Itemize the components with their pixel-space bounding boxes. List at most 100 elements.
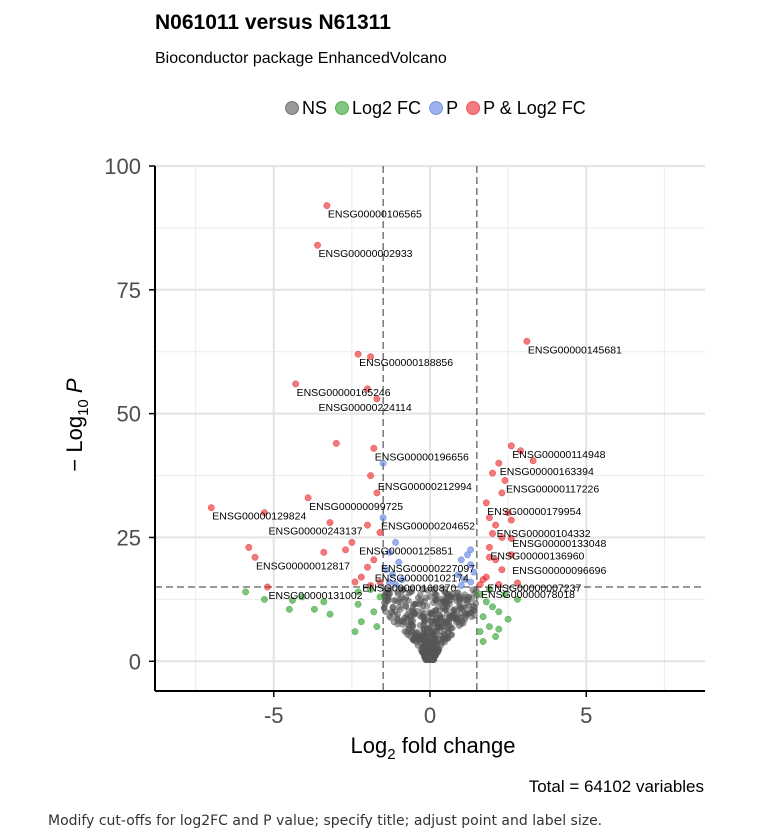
point-p	[392, 538, 400, 546]
gene-labels: ENSG00000106565 ENSG00000002933 ENSG000001…	[212, 209, 622, 602]
point-ns	[402, 594, 410, 601]
cutoff-lines	[155, 166, 705, 691]
point-p	[379, 459, 387, 467]
point-p-log2-fc	[376, 529, 384, 536]
gene-label: ENSG00000179954	[487, 506, 581, 518]
point-p-log2-fc	[351, 578, 359, 586]
point-log2-fc	[514, 595, 521, 603]
point-p-log2-fc	[364, 521, 371, 529]
point-p	[467, 546, 475, 554]
point-p-log2-fc	[320, 548, 328, 556]
gene-label: ENSG00000117226	[506, 484, 599, 496]
point-log2-fc	[310, 605, 318, 613]
y-tick-label: 100	[104, 154, 141, 179]
point-log2-fc	[501, 590, 509, 598]
gene-label: ENSG00000133048	[512, 538, 606, 550]
point-log2-fc	[373, 623, 381, 631]
point-p-log2-fc	[264, 583, 271, 591]
point-log2-fc	[476, 628, 484, 636]
point-ns	[435, 621, 443, 628]
tick-labels: 0 25 50 75 100 -5 0 5	[104, 154, 592, 728]
point-p-log2-fc	[354, 350, 362, 358]
point-log2-fc	[479, 613, 487, 621]
legend-p-label: P	[446, 98, 458, 118]
point-p-log2-fc	[507, 442, 515, 450]
point-ns	[430, 636, 438, 643]
figure-caption: Modify cut-offs for log2FC and P value; …	[48, 813, 603, 829]
point-ns	[437, 600, 445, 607]
point-p	[464, 551, 471, 559]
point-ns	[459, 593, 467, 601]
legend-log2-fc-label: Log2 FC	[352, 98, 421, 118]
point-ns	[460, 603, 467, 610]
point-p-log2-fc	[529, 457, 537, 465]
point-p-log2-fc	[507, 535, 515, 542]
gene-label: ENSG00000129824	[212, 511, 306, 523]
point-log2-fc	[492, 633, 500, 640]
point-ns	[394, 590, 402, 598]
point-p-log2-fc	[251, 553, 259, 561]
point-log2-fc	[504, 615, 512, 623]
point-log2-fc	[354, 588, 362, 596]
point-ns	[457, 609, 465, 617]
point-p-log2-fc	[304, 494, 312, 502]
point-p	[398, 576, 406, 584]
point-ns	[452, 615, 460, 622]
point-p-log2-fc	[498, 566, 506, 574]
point-ns	[444, 635, 452, 642]
point-log2-fc	[489, 603, 496, 611]
point-ns	[447, 625, 455, 632]
point-p	[454, 571, 462, 579]
point-p-log2-fc	[501, 477, 509, 484]
gene-label: ENSG00000204652	[381, 521, 475, 533]
point-p-log2-fc	[504, 509, 512, 517]
point-ns	[427, 610, 435, 618]
point-ns	[424, 587, 432, 594]
point-p	[395, 558, 403, 566]
point-ns	[442, 589, 449, 597]
point-p-log2-fc	[376, 578, 384, 586]
point-log2-fc	[242, 588, 250, 596]
point-ns	[430, 586, 438, 593]
point-log2-fc	[326, 610, 334, 618]
point-p-log2-fc	[523, 337, 531, 345]
point-log2-fc	[367, 586, 375, 593]
data-points	[207, 202, 537, 664]
point-ns	[423, 653, 431, 660]
legend-ns-label: NS	[302, 98, 327, 118]
x-axis-label: Log2 fold change	[351, 733, 516, 763]
point-p-log2-fc	[514, 579, 521, 587]
grid	[155, 164, 705, 691]
point-p-log2-fc	[314, 241, 321, 249]
point-p-log2-fc	[507, 551, 515, 559]
legend-p-log2-fc-label: P & Log2 FC	[483, 98, 586, 118]
point-ns	[442, 617, 449, 625]
point-ns	[384, 597, 392, 604]
point-ns	[468, 613, 475, 621]
point-p-log2-fc	[370, 556, 378, 564]
point-p-log2-fc	[517, 447, 525, 455]
gene-label: ENSG00000163394	[500, 466, 594, 478]
point-ns	[432, 606, 440, 614]
legend-ns-swatch	[285, 101, 299, 115]
gene-label: ENSG00000007237	[487, 583, 581, 595]
point-ns	[394, 620, 402, 628]
point-ns	[437, 632, 444, 640]
axes	[149, 165, 705, 697]
gene-label: ENSG00000188856	[359, 357, 453, 369]
point-ns	[420, 621, 427, 629]
point-p-log2-fc	[367, 472, 375, 480]
point-p-log2-fc	[332, 439, 340, 447]
point-ns	[469, 602, 477, 609]
point-log2-fc	[351, 628, 359, 636]
point-p	[457, 582, 465, 589]
point-log2-fc	[357, 618, 365, 626]
point-p-log2-fc	[323, 202, 331, 210]
point-p-log2-fc	[498, 489, 506, 497]
point-p	[392, 581, 400, 588]
point-p-log2-fc	[485, 514, 493, 522]
point-p-log2-fc	[485, 553, 493, 561]
point-ns	[389, 609, 396, 616]
point-log2-fc	[495, 608, 503, 616]
point-log2-fc	[354, 600, 362, 608]
